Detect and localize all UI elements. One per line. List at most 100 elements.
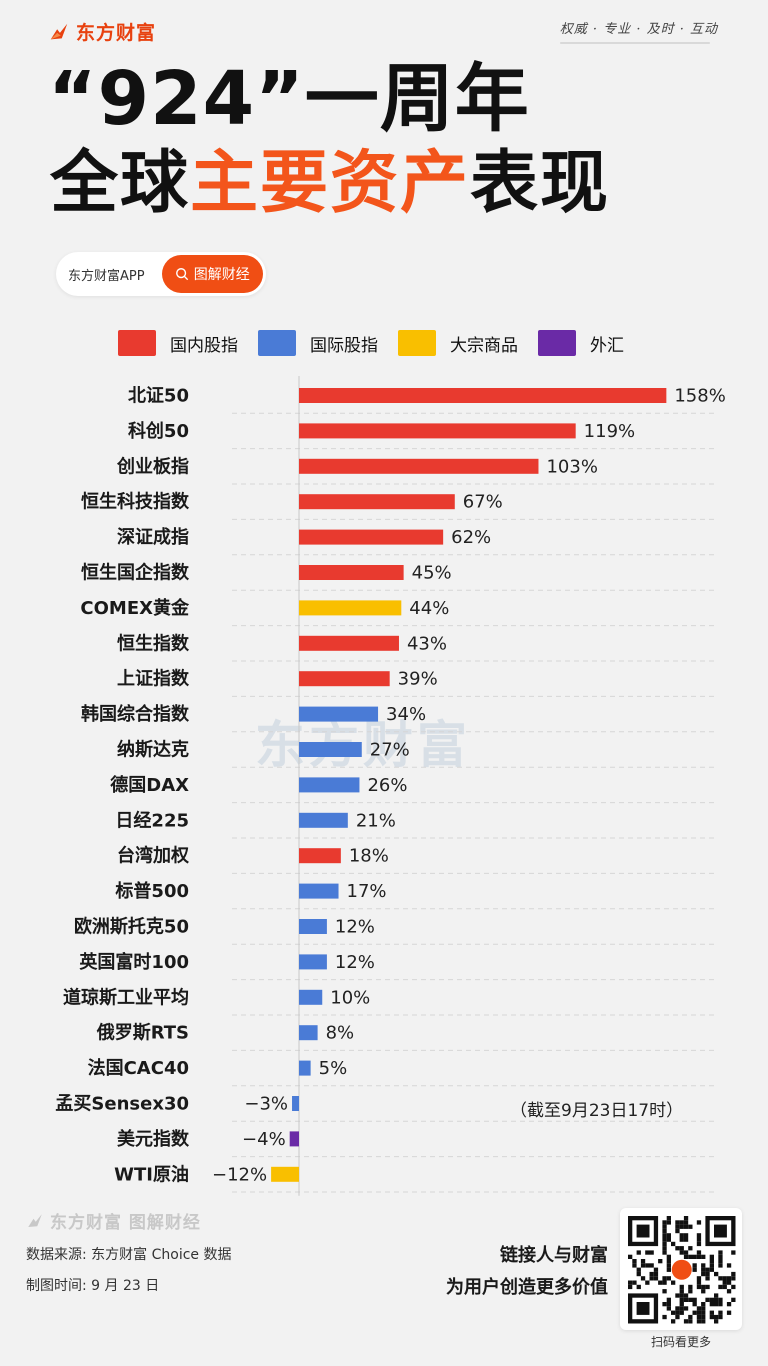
qr-module [683,1220,689,1225]
qr-module [628,1284,633,1290]
qr-module [666,1233,671,1238]
page-title-line1: “924”一周年 [48,56,530,142]
qr-module [679,1289,684,1294]
qr-code[interactable] [620,1208,742,1330]
qr-module [640,1263,646,1268]
qr-module [731,1297,736,1302]
qr-module [671,1310,676,1315]
value-label: 34% [386,704,426,725]
qr-module [632,1280,637,1285]
qr-module [662,1241,667,1247]
value-label: 21% [356,810,396,831]
title-part-global: 全球 [50,144,191,223]
legend-label-commodity: 大宗商品 [450,335,518,356]
qr-module [696,1319,702,1324]
value-label: −3% [244,1094,288,1115]
qr-module [679,1302,684,1307]
value-label: 44% [409,598,449,619]
qr-module [714,1224,727,1238]
qr-module [718,1302,723,1307]
bar [299,671,390,687]
legend-swatch-commodity [398,330,436,356]
brand-name: 东方财富 [76,22,157,44]
qr-module [666,1267,671,1272]
category-label: 德国DAX [110,774,189,796]
qr-module [666,1302,671,1307]
category-label: 创业板指 [116,455,189,477]
legend-item-international: 国际股指 [258,330,378,356]
bar-chart: 北证50 158% 科创50 119% 创业板指 103% 恒生科技指数 67% 深证成指 62%… [55,376,726,1196]
qr-module [731,1271,736,1277]
value-label: 62% [451,527,491,548]
qr-module [688,1297,693,1302]
qr-module [709,1302,714,1307]
qr-module [688,1284,693,1290]
qr-module [679,1293,684,1298]
qr-module [696,1310,702,1315]
qr-module [696,1306,702,1311]
legend-label-domestic: 国内股指 [170,335,238,356]
legend-item-domestic: 国内股指 [118,330,238,356]
qr-module [718,1259,723,1264]
bar [299,1060,311,1076]
legend-label-fx: 外汇 [590,335,624,356]
qr-module [726,1263,732,1268]
qr-module [709,1297,714,1302]
qr-module [688,1314,693,1320]
qr-module [718,1263,723,1268]
qr-module [671,1280,676,1285]
slogan: 权威 · 专业 · 及时 · 互动 [559,22,718,37]
value-label: 45% [412,563,452,584]
qr-module [662,1228,667,1234]
qr-module [705,1297,710,1302]
value-label: 39% [398,669,438,690]
qr-module [683,1216,689,1221]
qr-module [636,1271,641,1277]
footer-logo-icon [28,1213,42,1227]
qr-module [705,1271,710,1277]
qr-module [726,1302,732,1307]
category-label: 标普500 [114,880,189,902]
qr-module [701,1314,706,1320]
qr-module [683,1237,689,1242]
qr-module [662,1289,667,1294]
qr-module [645,1263,650,1268]
qr-module [688,1319,693,1324]
qr-module [675,1228,680,1234]
qr-module [636,1267,641,1272]
qr-module [718,1276,723,1281]
qr-module [701,1302,706,1307]
bar [299,848,341,864]
qr-module [688,1289,693,1294]
qr-module [649,1276,654,1281]
qr-module [726,1280,732,1285]
qr-module [675,1220,680,1225]
qr-module [658,1280,663,1285]
qr-module [628,1280,633,1285]
qr-module [696,1220,702,1225]
search-button[interactable]: 图解财经 [161,255,263,293]
value-label: 43% [407,633,447,654]
title-part-highlight: 主要资产 [190,144,471,223]
search-bar[interactable]: 东方财富APP 图解财经 [56,252,266,296]
qr-module [696,1254,702,1259]
qr-module [679,1284,684,1290]
search-app-text: 东方财富APP [68,268,145,284]
qr-module [683,1250,689,1255]
category-label: 北证50 [128,386,189,407]
qr-module [653,1271,659,1277]
qr-module [692,1310,697,1315]
value-label: 8% [326,1023,355,1044]
qr-module [688,1254,693,1259]
bar [292,1096,299,1111]
value-label: 5% [319,1058,348,1079]
category-label: COMEX黄金 [80,597,190,619]
qr-module [696,1276,702,1281]
qr-module [658,1259,663,1264]
bar [299,919,327,934]
qr-module [731,1250,736,1255]
qr-module [731,1276,736,1281]
category-label: 欧洲斯托克50 [74,916,189,938]
qr-module [696,1314,702,1320]
qr-module [679,1246,684,1251]
